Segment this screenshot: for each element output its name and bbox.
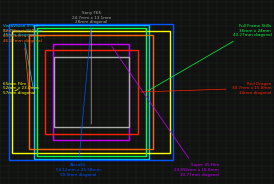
Bar [12,31,170,153]
Text: Red Dragon
30.7mm x 15.8mm
34mm diagonal: Red Dragon 30.7mm x 15.8mm 34mm diagonal [141,82,271,95]
Bar [29,35,153,149]
Bar [34,25,149,159]
Text: 65mm Film
52mm x 23.0mm
57mm diagonal: 65mm Film 52mm x 23.0mm 57mm diagonal [3,82,39,95]
Text: Sony F65
24.7mm x 13.1mm
28mm diagonal: Sony F65 24.7mm x 13.1mm 28mm diagonal [72,11,111,124]
Text: VistaVision (Film)
37.7mm x 25.1mm
45mm diagonal: VistaVision (Film) 37.7mm x 25.1mm 45mm … [3,24,42,89]
Text: Super 35 Film
24.892mm x 18.0mm
30.77mm diagonal: Super 35 Film 24.892mm x 18.0mm 30.77mm … [112,46,219,177]
Text: Full Frame Stills
36mm x 24mm
43.27mm diagonal: Full Frame Stills 36mm x 24mm 43.27mm di… [148,24,271,91]
Text: Alexa65
54.12mm x 25.58mm
59.9mm diagonal: Alexa65 54.12mm x 25.58mm 59.9mm diagona… [56,27,101,177]
Bar [45,50,138,134]
Bar [36,28,146,156]
Text: Red Monstro VV
40.96mm x 21.6mm
46.27mm diagonal: Red Monstro VV 40.96mm x 21.6mm 46.27mm … [3,29,45,89]
Bar [53,44,129,140]
Bar [9,24,173,160]
Bar [54,57,129,127]
